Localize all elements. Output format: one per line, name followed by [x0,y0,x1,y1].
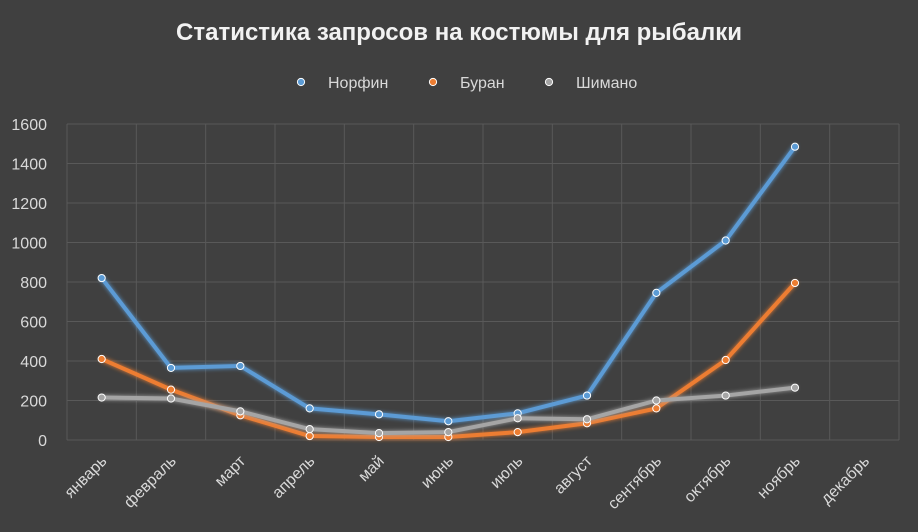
data-point-1 [790,278,800,288]
x-tick-label: июнь [418,453,457,492]
x-tick-label: май [355,453,387,485]
legend-label-2: Шимано [576,75,637,92]
y-tick-label: 0 [38,433,47,450]
data-point-2 [790,383,800,392]
x-tick-label: апрель [269,453,318,502]
data-point-2 [582,415,592,424]
data-point-0 [97,273,106,283]
data-point-0 [652,288,661,297]
x-tick-label: декабрь [818,453,873,508]
data-point-0 [166,363,176,373]
x-tick-label: февраль [121,453,180,512]
y-tick-label: 1000 [11,236,47,253]
legend-marker-2 [544,77,554,87]
data-point-0 [790,142,800,151]
gridlines [66,123,900,441]
data-point-1 [652,404,661,413]
y-tick-label: 800 [20,275,47,292]
y-tick-label: 400 [20,354,47,371]
x-tick-label: ноябрь [754,453,803,502]
data-point-2 [444,428,453,437]
x-tick-label: сентябрь [605,453,665,513]
series-group [97,142,800,442]
x-tick-label: март [212,452,250,490]
legend: Норфин Буран Шимано [278,75,637,92]
legend-marker-0 [296,77,306,87]
data-point-0 [374,410,384,419]
data-point-2 [236,407,245,416]
y-tick-label: 1600 [11,117,47,134]
data-point-2 [166,394,176,403]
y-tick-label: 1400 [11,157,47,174]
data-point-2 [652,396,661,405]
y-tick-label: 600 [20,315,47,332]
data-point-2 [721,391,730,400]
legend-label-0: Норфин [328,75,388,92]
data-point-1 [721,355,730,365]
legend-label-1: Буран [460,75,505,92]
x-tick-label: январь [62,453,111,502]
chart-title: Статистика запросов на костюмы для рыбал… [176,19,742,46]
x-tick-label: август [551,452,596,497]
x-tick-label: октябрь [681,453,734,506]
y-tick-label: 200 [20,394,47,411]
data-point-1 [97,354,106,364]
data-point-1 [305,431,314,441]
x-axis: январь февраль март апрель май июнь июль август… [62,452,873,513]
y-axis: 0 200 400 600 800 1000 1200 1400 1600 [11,117,47,450]
data-point-2 [97,393,106,402]
y-tick-label: 1200 [11,196,47,213]
data-point-0 [582,391,592,400]
data-point-1 [166,385,176,394]
data-point-2 [374,428,384,438]
x-tick-label: июль [487,453,526,492]
data-point-0 [236,361,245,371]
data-point-2 [513,414,522,423]
data-point-0 [721,236,730,245]
legend-marker-1 [428,77,438,87]
data-point-0 [444,417,453,426]
data-point-2 [305,425,314,434]
data-point-0 [305,404,314,413]
data-point-1 [513,428,522,437]
